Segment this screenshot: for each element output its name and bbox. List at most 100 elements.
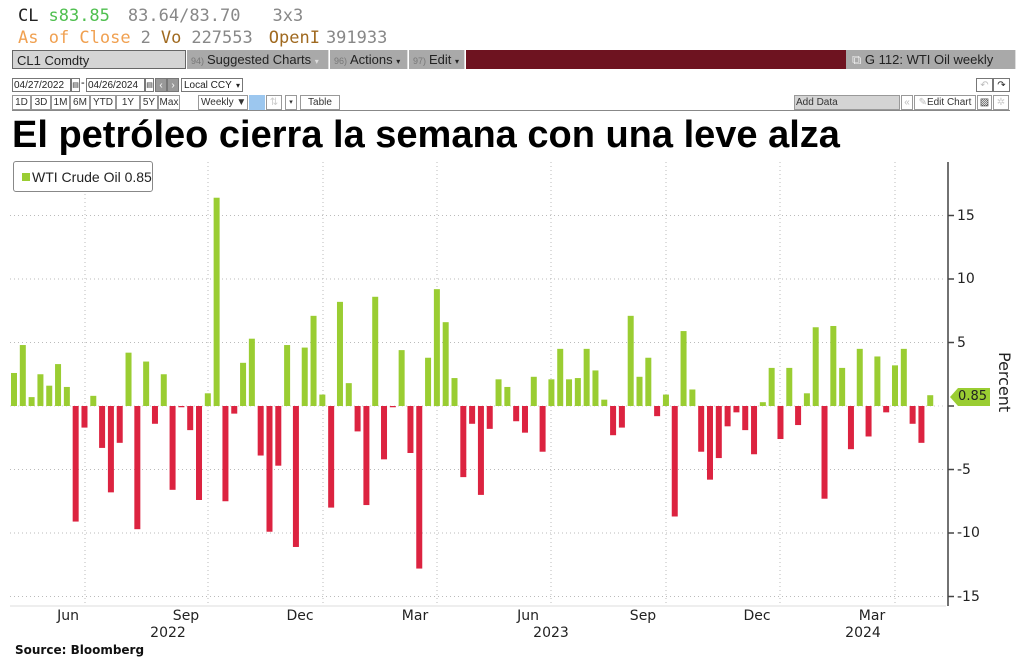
bar-week-14 [125,352,132,406]
chart-name-button[interactable]: ⧉ G 112: WTI Oil weekly [846,50,1016,69]
period-button-1d[interactable]: 1D [12,95,31,110]
bar-week-2 [19,345,26,406]
button-label: Edit [429,52,452,67]
bar-week-62 [548,379,555,406]
bar-week-93 [821,406,828,499]
period-button-max[interactable]: Max [158,95,180,110]
redo-button[interactable]: ↷ [993,78,1010,92]
actions-button[interactable]: 96) Actions ▾ [330,50,408,69]
bar-week-9 [81,406,88,428]
bar-week-4 [37,374,44,406]
bar-week-35 [310,315,317,406]
edit-button[interactable]: 97) Edit ▾ [409,50,465,69]
gear-icon[interactable]: ✲ [993,95,1009,110]
y-tick-label: -5 [957,461,971,478]
next-period-button[interactable]: › [167,78,179,92]
calendar-icon[interactable]: ▤ [145,78,154,92]
year-label: 2023 [533,625,569,641]
x-tick-label: Mar [401,608,429,624]
bar-week-88 [777,406,784,440]
bar-week-58 [513,406,520,422]
bar-week-54 [477,406,484,495]
security-input[interactable]: CL1 Comdty [12,50,186,69]
ticker: CL [18,6,39,26]
bar-week-49 [433,289,440,406]
legend-label: WTI Crude Oil 0.85 [32,169,152,185]
bar-week-17 [151,406,158,424]
bar-week-36 [319,394,326,406]
bar-week-63 [557,348,564,406]
x-tick-label: Sep [172,608,200,624]
sort-icon[interactable]: ⇅ [266,95,282,110]
y-tick-label: -10 [957,525,980,541]
volume-value: 227553 [191,28,253,48]
calendar-icon[interactable]: ▤ [71,78,80,92]
bar-week-47 [416,406,423,569]
bar-week-52 [460,406,467,478]
frequency-select[interactable]: Weekly ▼ [198,95,248,110]
bar-week-98 [865,406,872,437]
bar-week-24 [213,197,220,406]
pencil-icon: ✎ [918,97,927,108]
bar-week-81 [715,406,722,459]
period-button-5y[interactable]: 5Y [140,95,158,110]
bar-week-51 [451,378,458,406]
menu-number: 94) [191,56,205,66]
collapse-button[interactable]: « [901,95,913,110]
bar-week-6 [55,364,62,406]
bar-week-1 [11,372,17,406]
bar-week-57 [504,386,511,406]
period-button-6m[interactable]: 6M [70,95,90,110]
bar-chart-type-button[interactable] [249,95,265,110]
bar-week-59 [521,406,528,433]
bar-week-45 [398,350,405,406]
bar-week-96 [847,406,854,450]
undo-button[interactable]: ↶ [976,78,993,92]
bar-week-21 [187,406,194,431]
bar-week-77 [680,331,687,406]
x-tick-label: Jun [517,608,539,624]
edit-chart-button[interactable]: ✎Edit Chart [914,95,976,110]
bar-week-38 [336,301,343,406]
add-data-input[interactable]: Add Data [794,95,900,110]
period-button-3d[interactable]: 3D [31,95,51,110]
bar-week-48 [425,357,432,406]
bar-week-31 [275,406,282,466]
menu-number: 97) [413,56,427,66]
bar-week-34 [301,347,308,406]
bar-week-56 [495,379,502,406]
bar-week-74 [654,406,661,417]
dropdown-icon: ▾ [314,57,319,66]
bar-week-16 [143,361,150,406]
bid-ask: 83.64/83.70 [127,6,241,26]
more-dropdown[interactable]: ▾ [285,95,297,110]
button-label: Suggested Charts [207,52,312,67]
period-button-1y[interactable]: 1Y [116,95,140,110]
quote-line-1: CL s83.85 83.64/83.70 3x3 [18,6,303,27]
previous-period-button[interactable]: ‹ [155,78,167,92]
title-bar [466,50,846,69]
menu-number: 96) [334,56,348,66]
currency-select[interactable]: Local CCY ▾ [181,78,243,92]
bar-week-65 [574,378,581,406]
period-button-ytd[interactable]: YTD [90,95,116,110]
start-date-input[interactable]: 04/27/2022 [12,78,71,92]
bar-week-50 [442,322,449,406]
period-button-1m[interactable]: 1M [51,95,70,110]
annotate-icon[interactable]: ▨ [977,95,992,110]
bar-week-5 [46,385,53,406]
date-separator: - [81,77,85,89]
bar-week-27 [240,362,247,406]
table-button[interactable]: Table [300,95,340,110]
bar-week-37 [328,406,335,508]
bar-week-82 [724,406,731,427]
end-date-input[interactable]: 04/26/2024 [86,78,145,92]
last-value-tag: 0.85 [950,388,990,406]
bar-week-11 [99,406,106,448]
suggested-charts-button[interactable]: 94) Suggested Charts ▾ [187,50,329,69]
x-tick-label: Dec [743,608,771,624]
bar-week-102 [900,348,907,406]
bar-week-46 [407,406,414,453]
last-price: s83.85 [48,6,110,26]
